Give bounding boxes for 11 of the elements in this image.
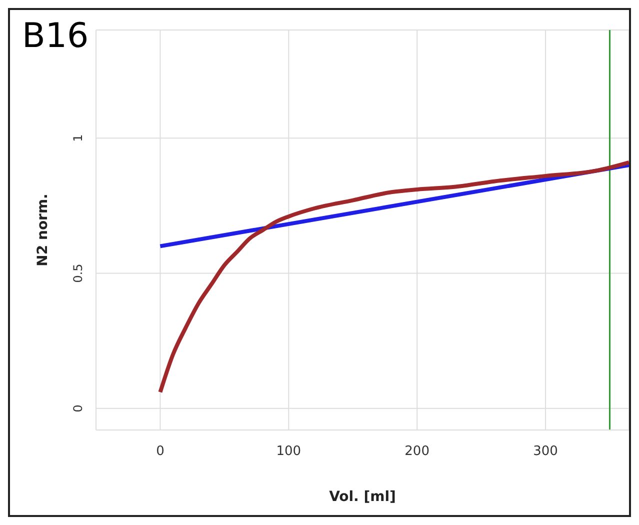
y-axis-title: N2 norm. [34, 194, 51, 266]
x-tick-label: 300 [533, 444, 558, 460]
x-tick-label: 200 [404, 444, 430, 460]
x-axis-title: Vol. [ml] [329, 489, 396, 505]
line-series [158, 160, 629, 394]
x-tick-label: 0 [156, 444, 164, 460]
y-tick-label: 0 [71, 404, 85, 412]
y-tick-label: 1 [71, 134, 85, 142]
x-tick-label: 100 [276, 444, 302, 460]
y-tick-label: 0.5 [71, 264, 85, 283]
chart-title: B16 [22, 16, 89, 56]
